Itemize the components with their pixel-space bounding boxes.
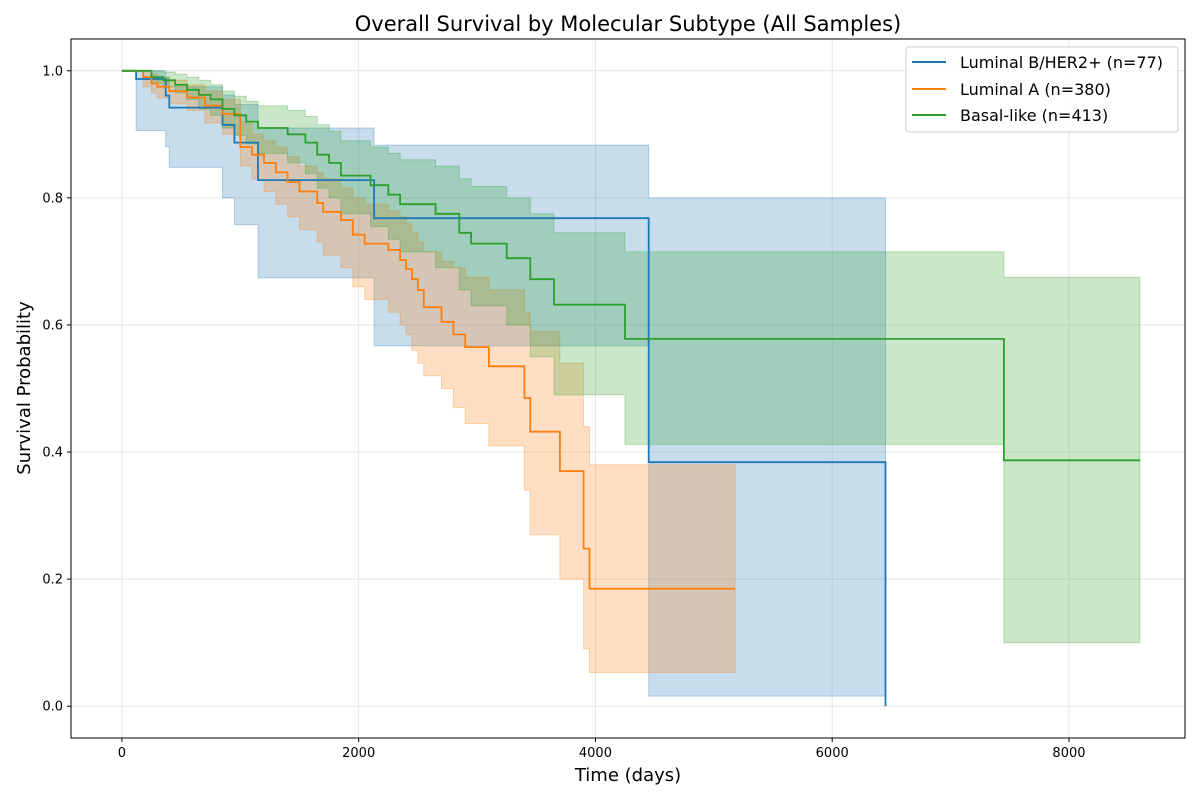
- y-tick-label: 1.0: [42, 64, 63, 79]
- x-tick-label: 2000: [342, 746, 375, 761]
- legend-label-basal-like: Basal-like (n=413): [960, 106, 1108, 125]
- legend-label-luminal-b: Luminal B/HER2+ (n=77): [960, 53, 1163, 72]
- y-tick-label: 0.4: [42, 446, 63, 461]
- chart-title: Overall Survival by Molecular Subtype (A…: [355, 12, 901, 36]
- y-tick-label: 0.2: [42, 573, 63, 588]
- y-axis-label: Survival Probability: [14, 301, 35, 475]
- survival-curve-luminal-b: [121, 69, 887, 707]
- y-tick-label: 0.8: [42, 191, 63, 206]
- x-tick-label: 0: [118, 746, 126, 761]
- x-axis-label: Time (days): [574, 765, 681, 786]
- grid-layer: [71, 39, 1185, 738]
- survival-curves: [121, 69, 1140, 707]
- survival-curve-luminal-a: [121, 69, 736, 590]
- axes-frame: [70, 38, 1186, 739]
- legend: Luminal B/HER2+ (n=77) Luminal A (n=380)…: [905, 46, 1179, 133]
- legend-label-luminal-a: Luminal A (n=380): [960, 80, 1111, 99]
- x-tick-label: 4000: [579, 746, 612, 761]
- x-tick-label: 6000: [816, 746, 849, 761]
- axis-ticks: 0 2000 4000 6000 8000 0.0 0.2 0.4 0.6 0.8 1.0: [42, 64, 1085, 761]
- x-tick-label: 8000: [1052, 746, 1085, 761]
- legend-box: [905, 46, 1179, 133]
- y-tick-label: 0.0: [42, 700, 63, 715]
- survival-curve-basal-like: [121, 69, 1140, 462]
- ci-band-basal-like: [121, 70, 1141, 644]
- ci-band-luminal-a: [121, 70, 736, 673]
- confidence-bands: [121, 70, 1141, 697]
- y-tick-label: 0.6: [42, 318, 63, 333]
